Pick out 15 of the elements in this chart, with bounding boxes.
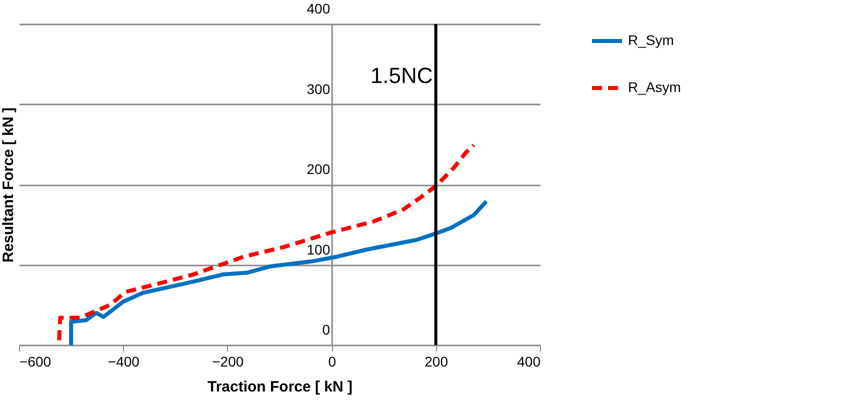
y-tick-label: 300 bbox=[306, 80, 330, 97]
y-tick-label: 0 bbox=[322, 322, 330, 338]
x-tick-label: 200 bbox=[424, 354, 448, 370]
y-axis-title: Resultant Force [ kN ] bbox=[0, 107, 18, 263]
legend-label: R_Sym bbox=[628, 32, 674, 48]
ref-line-label: 1.5NC bbox=[370, 63, 433, 88]
x-tick-label: −200 bbox=[212, 354, 244, 370]
x-tick-label: 400 bbox=[517, 354, 541, 370]
y-tick-label: 100 bbox=[306, 241, 330, 258]
x-tick-label: −400 bbox=[108, 354, 140, 370]
y-tick-label: 200 bbox=[306, 161, 330, 177]
y-tick-label: 400 bbox=[306, 0, 330, 16]
x-axis-title: Traction Force [ kN ] bbox=[207, 378, 353, 396]
x-tick-label: −600 bbox=[20, 354, 52, 370]
legend-label: R_Asym bbox=[628, 79, 681, 95]
